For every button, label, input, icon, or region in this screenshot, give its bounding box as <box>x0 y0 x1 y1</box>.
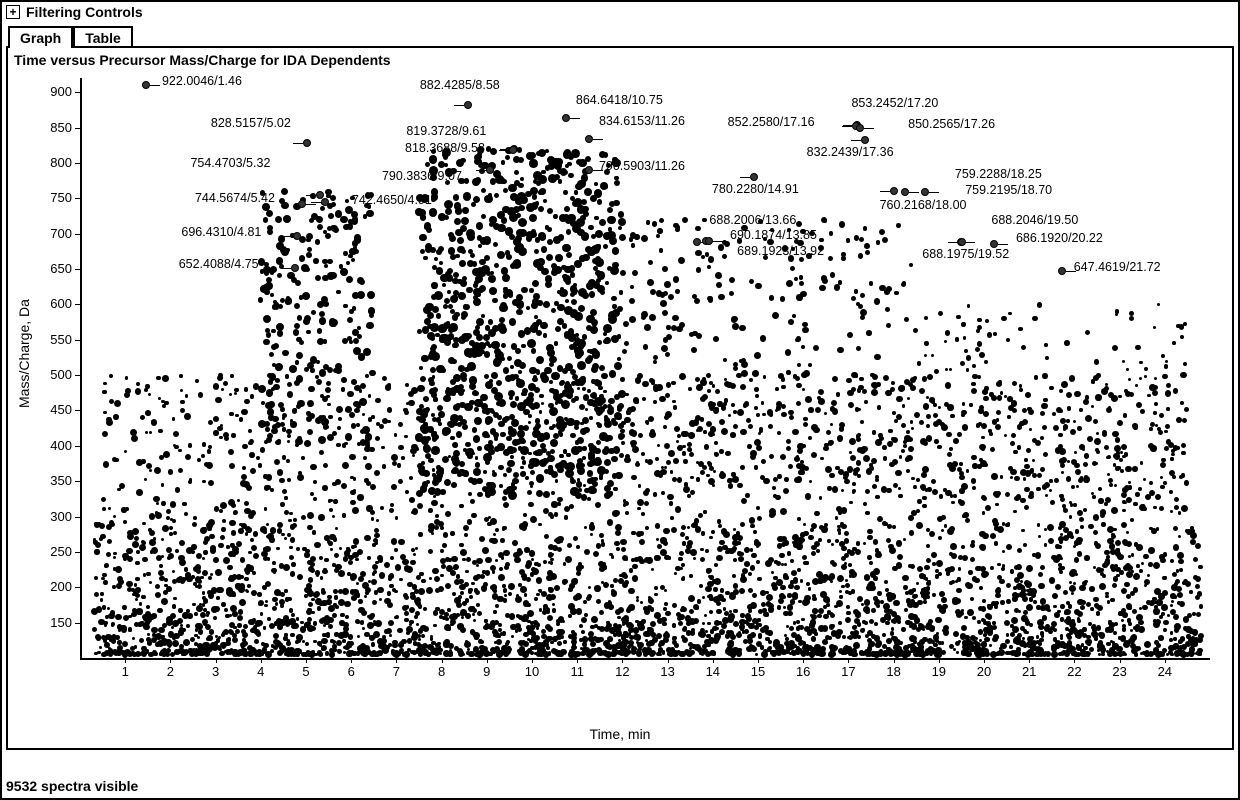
annotated-point[interactable] <box>901 188 909 196</box>
annotation-label: 922.0046/1.46 <box>162 75 242 89</box>
annotation-label: 696.4310/4.81 <box>181 226 261 240</box>
annotated-point[interactable] <box>750 173 758 181</box>
xtick-label: 9 <box>475 664 499 679</box>
ytick-label: 800 <box>36 155 72 170</box>
chart-ylabel: Mass/Charge, Da <box>16 299 32 408</box>
annotation-label: 832.2439/17.36 <box>807 146 894 160</box>
annotated-point[interactable] <box>705 237 713 245</box>
xtick-label: 22 <box>1062 664 1086 679</box>
ytick-label: 600 <box>36 296 72 311</box>
xtick-label: 10 <box>520 664 544 679</box>
ytick-label: 350 <box>36 473 72 488</box>
xtick-label: 3 <box>204 664 228 679</box>
annotation-label: 754.4703/5.32 <box>190 157 270 171</box>
ytick-label: 300 <box>36 509 72 524</box>
annotated-point[interactable] <box>486 166 494 174</box>
annotated-point[interactable] <box>890 187 898 195</box>
xtick-label: 15 <box>746 664 770 679</box>
xtick-label: 24 <box>1153 664 1177 679</box>
chart-title: Time versus Precursor Mass/Charge for ID… <box>14 52 391 68</box>
xtick-label: 18 <box>882 664 906 679</box>
annotation-label: 759.2288/18.25 <box>955 168 1042 182</box>
annotation-label: 864.6418/10.75 <box>576 94 663 108</box>
ytick-label: 900 <box>36 84 72 99</box>
xtick-label: 7 <box>384 664 408 679</box>
annotation-label: 759.2195/18.70 <box>965 184 1052 198</box>
annotated-point[interactable] <box>990 240 998 248</box>
annotated-point[interactable] <box>921 188 929 196</box>
xtick-label: 6 <box>339 664 363 679</box>
annotation-label: 852.2580/17.16 <box>728 116 815 130</box>
chart-frame: Time versus Precursor Mass/Charge for ID… <box>6 46 1234 750</box>
xtick-label: 14 <box>701 664 725 679</box>
annotation-label: 688.1975/19.52 <box>922 248 1009 262</box>
xtick-label: 2 <box>158 664 182 679</box>
annotated-point[interactable] <box>142 81 150 89</box>
annotation-label: 882.4285/8.58 <box>420 79 500 93</box>
annotation-label: 688.2046/19.50 <box>991 214 1078 228</box>
annotated-point[interactable] <box>562 114 570 122</box>
annotated-point[interactable] <box>693 238 701 246</box>
ytick-label: 550 <box>36 332 72 347</box>
annotated-point[interactable] <box>585 135 593 143</box>
ytick-label: 450 <box>36 402 72 417</box>
tab-graph[interactable]: Graph <box>8 26 73 48</box>
annotation-label: 834.6153/11.26 <box>599 115 685 129</box>
annotated-point[interactable] <box>585 166 593 174</box>
annotated-point[interactable] <box>291 264 299 272</box>
ytick-label: 650 <box>36 261 72 276</box>
app-window: + Filtering Controls Graph Table Time ve… <box>0 0 1240 800</box>
status-bar: 9532 spectra visible <box>6 778 138 794</box>
annotated-point[interactable] <box>298 200 306 208</box>
ytick-label: 200 <box>36 579 72 594</box>
xtick-label: 4 <box>249 664 273 679</box>
annotation-label: 647.4619/21.72 <box>1074 261 1161 275</box>
annotation-label: 686.1920/20.22 <box>1016 232 1103 246</box>
xtick-label: 23 <box>1108 664 1132 679</box>
xtick-label: 13 <box>656 664 680 679</box>
annotation-label: 850.2565/17.26 <box>908 118 995 132</box>
chart-xlabel: Time, min <box>590 726 651 742</box>
ytick-label: 850 <box>36 120 72 135</box>
ytick-label: 500 <box>36 367 72 382</box>
ytick-label: 400 <box>36 438 72 453</box>
annotation-label: 853.2452/17.20 <box>851 97 938 111</box>
tab-table[interactable]: Table <box>73 26 133 48</box>
annotated-point[interactable] <box>303 139 311 147</box>
annotated-point[interactable] <box>958 238 966 246</box>
annotation-label: 819.3728/9.61 <box>406 125 486 139</box>
annotation-label: 688.2006/13.66 <box>709 214 796 228</box>
filtering-controls-label: Filtering Controls <box>26 4 143 20</box>
annotated-point[interactable] <box>509 146 517 154</box>
annotated-point[interactable] <box>1058 267 1066 275</box>
expand-icon[interactable]: + <box>6 5 20 19</box>
xtick-label: 1 <box>113 664 137 679</box>
xtick-label: 16 <box>791 664 815 679</box>
xtick-label: 20 <box>972 664 996 679</box>
annotated-point[interactable] <box>861 136 869 144</box>
ytick-label: 700 <box>36 226 72 241</box>
xtick-label: 12 <box>610 664 634 679</box>
xtick-label: 19 <box>927 664 951 679</box>
tabs-row: Graph Table <box>8 24 1238 46</box>
annotation-label: 780.2280/14.91 <box>712 183 799 197</box>
annotation-label: 828.5157/5.02 <box>211 117 291 131</box>
xtick-label: 5 <box>294 664 318 679</box>
annotated-point[interactable] <box>464 101 472 109</box>
chart-plot-area[interactable]: 1502002503003504004505005506006507007508… <box>70 78 1220 698</box>
ytick-label: 150 <box>36 615 72 630</box>
annotation-label: 760.2168/18.00 <box>880 199 967 213</box>
xtick-label: 8 <box>430 664 454 679</box>
ytick-label: 750 <box>36 190 72 205</box>
filtering-controls-row: + Filtering Controls <box>2 2 1238 22</box>
xtick-label: 17 <box>836 664 860 679</box>
annotated-point[interactable] <box>856 124 864 132</box>
ytick-label: 250 <box>36 544 72 559</box>
xtick-label: 21 <box>1017 664 1041 679</box>
xtick-label: 11 <box>565 664 589 679</box>
annotation-label: 652.4088/4.75 <box>179 258 259 272</box>
